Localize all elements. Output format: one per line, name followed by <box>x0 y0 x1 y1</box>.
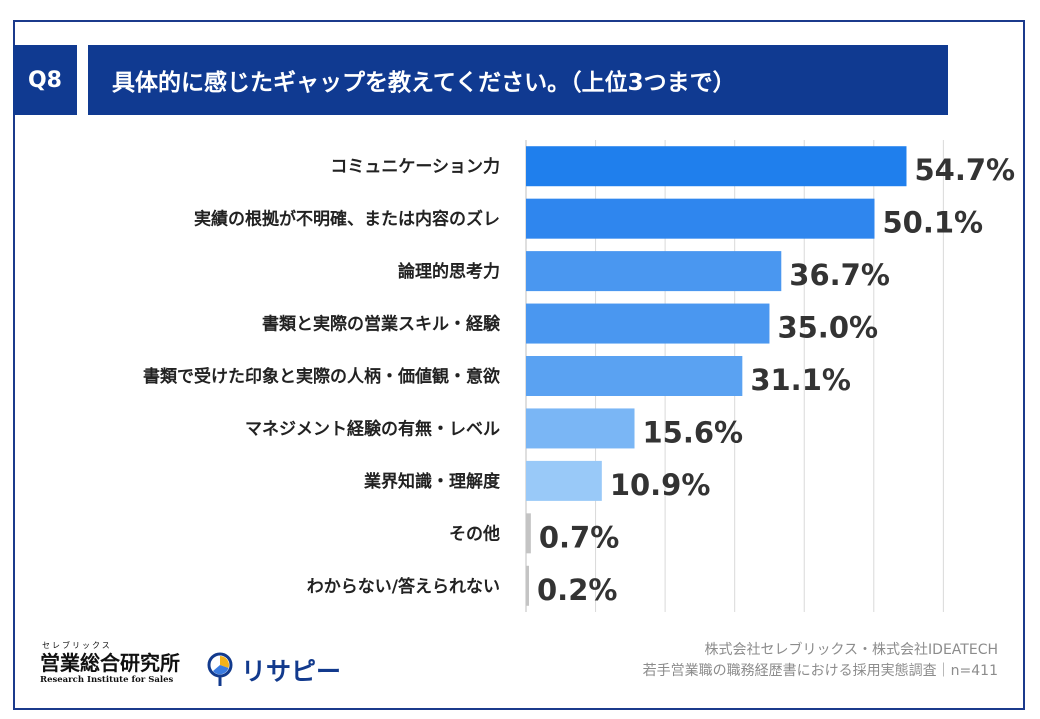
value-label: 31.1% <box>750 363 851 397</box>
category-label: わからない/答えられない <box>307 576 500 597</box>
logo2-name: リサピー <box>241 657 342 686</box>
bar <box>526 146 907 187</box>
value-label: 36.7% <box>789 258 890 292</box>
credit-line-1: 株式会社セレブリックス・株式会社IDEATECH <box>704 642 998 658</box>
category-label: その他 <box>449 523 500 544</box>
footer-credit: 株式会社セレブリックス・株式会社IDEATECH 若手営業職の職務経歴書における… <box>643 640 998 682</box>
category-label: 業界知識・理解度 <box>364 471 501 492</box>
question-badge: Q8 <box>13 45 77 115</box>
value-label: 54.7% <box>914 153 1015 187</box>
logo1-kana: セレブリックス <box>42 641 112 650</box>
chart-title: 具体的に感じたギャップを教えてください。（上位3つまで） <box>88 45 948 115</box>
bar <box>526 408 635 449</box>
logo1-name: 営業総合研究所 <box>40 651 180 675</box>
bar <box>526 565 529 606</box>
category-label: コミュニケーション力 <box>330 156 500 177</box>
value-label: 50.1% <box>882 206 983 240</box>
logo-risapi: リサピー <box>205 650 341 690</box>
value-label: 35.0% <box>777 311 878 345</box>
value-label: 0.7% <box>539 520 619 554</box>
category-label: 実績の根拠が不明確、または内容のズレ <box>194 209 500 230</box>
credit-line-2: 若手営業職の職務経歴書における採用実態調査｜n=411 <box>642 663 998 679</box>
bar <box>526 460 602 501</box>
logo-research-institute: セレブリックス 営業総合研究所 Research Institute for S… <box>40 640 205 692</box>
logo1-en: Research Institute for Sales <box>40 675 174 685</box>
bar <box>526 251 782 292</box>
category-label: 論理的思考力 <box>398 261 500 282</box>
bar <box>526 513 531 554</box>
bar <box>526 303 770 344</box>
chart-title-text: 具体的に感じたギャップを教えてください。（上位3つまで） <box>112 70 736 96</box>
risapi-pin-icon <box>207 652 233 686</box>
bar <box>526 198 875 239</box>
value-label: 15.6% <box>643 415 744 449</box>
value-label: 0.2% <box>537 573 617 607</box>
value-label: 10.9% <box>610 468 711 502</box>
category-label: 書類で受けた印象と実際の人柄・価値観・意欲 <box>143 366 500 387</box>
chart-frame <box>13 20 1025 710</box>
category-label: マネジメント経験の有無・レベル <box>245 418 500 439</box>
bar <box>526 356 743 396</box>
category-label: 書類と実際の営業スキル・経験 <box>262 314 501 335</box>
